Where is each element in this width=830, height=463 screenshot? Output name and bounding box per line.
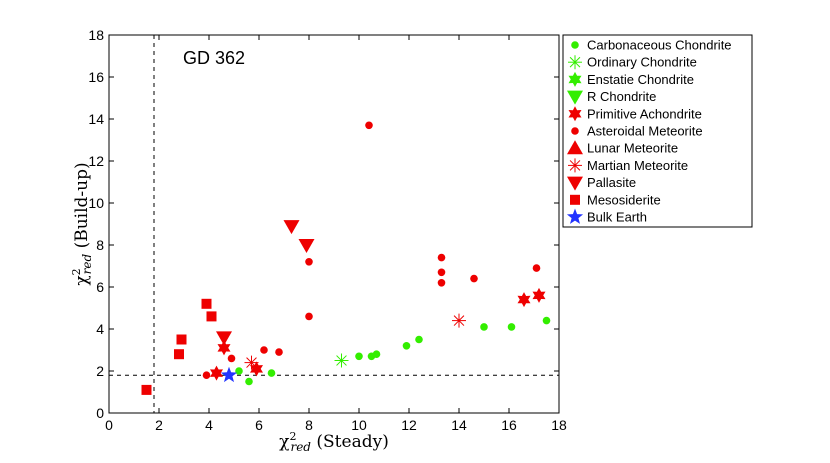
y-axis-symbol: χ <box>72 275 92 285</box>
asteroidal-meteorite-point <box>202 371 211 380</box>
legend-box <box>562 34 753 228</box>
x-tick-label: 0 <box>105 417 113 433</box>
plot-area: 0 2 4 6 8 10 12 14 16 18 0 2 4 6 8 10 12 14 16 18 GD 362 <box>88 27 567 433</box>
x-axis-symbol: χ <box>279 432 289 452</box>
carbonaceous-chondrite-point <box>402 342 411 350</box>
primitive-achondrite-point <box>210 365 223 381</box>
carbonaceous-chondrite-point <box>372 350 381 359</box>
legend-label-mesosiderite: Mesosiderite <box>587 192 661 207</box>
legend-label-martian-meteorite: Martian Meteorite <box>587 158 688 173</box>
carbonaceous-chondrite-point <box>415 335 423 344</box>
y-tick-label: 6 <box>96 279 104 295</box>
y-tick-label: 12 <box>88 153 104 169</box>
primitive-achondrite-point <box>517 292 531 308</box>
asteroidal-meteorite-point <box>437 268 446 277</box>
legend-label-bulk-earth: Bulk Earth <box>587 210 647 225</box>
asteroidal-meteorite-point <box>365 121 373 130</box>
legend-marker-lunar-meteorite <box>567 140 583 155</box>
legend-marker-r-chondrite <box>567 90 583 105</box>
mesosiderite-point <box>201 298 212 309</box>
mesosiderite-point <box>176 334 187 345</box>
y-tick-label: 8 <box>96 237 104 253</box>
asteroidal-meteorite-point <box>470 274 478 283</box>
pallasite-point <box>283 220 300 235</box>
y-tick-label: 18 <box>88 27 104 43</box>
legend-label-primitive-achondrite: Primitive Achondrite <box>587 106 702 121</box>
primitive-achondrite-point <box>250 361 263 377</box>
x-tick-label: 16 <box>501 417 517 433</box>
legend-marker-martian-meteorite <box>568 158 582 173</box>
carbonaceous-chondrite-point <box>542 316 551 325</box>
x-tick-label: 2 <box>155 417 163 433</box>
y-tick-label: 4 <box>96 321 104 337</box>
primitive-achondrite-point <box>217 340 231 356</box>
mesosiderite-point <box>141 384 152 395</box>
legend-label-lunar-meteorite: Lunar Meteorite <box>587 141 678 156</box>
asteroidal-meteorite-point <box>437 279 446 287</box>
carbonaceous-chondrite-point <box>235 367 243 375</box>
legend-label-ordinary-chondrite: Ordinary Chondrite <box>587 55 697 70</box>
pallasite-point <box>298 239 315 253</box>
axis-ticks: 0 2 4 6 8 10 12 14 16 18 0 2 4 6 8 10 12 14 16 18 <box>88 27 567 433</box>
carbonaceous-chondrite-point <box>355 352 363 361</box>
x-axis-superscript: 2 <box>289 430 296 443</box>
carbonaceous-chondrite-point <box>480 323 488 331</box>
mesosiderite-point <box>206 311 217 322</box>
x-axis-text: (Steady) <box>311 432 389 452</box>
legend: Carbonaceous Chondrite Ordinary Chondrite… <box>562 34 753 228</box>
legend-marker-pallasite <box>567 176 583 191</box>
x-tick-label: 8 <box>305 417 313 433</box>
legend-marker-mesosiderite <box>570 194 580 205</box>
primitive-achondrite-point <box>532 287 546 303</box>
asteroidal-meteorite-point <box>437 253 446 262</box>
reference-lines <box>109 35 559 413</box>
y-tick-label: 0 <box>96 405 104 421</box>
y-axis-subscript: red <box>80 253 94 274</box>
legend-marker-primitive-achondrite <box>568 106 582 122</box>
x-axis-label: χ2 red (Steady) <box>279 430 389 454</box>
x-tick-label: 12 <box>401 417 417 433</box>
legend-label-r-chondrite: R Chondrite <box>587 89 656 104</box>
legend-marker-ordinary-chondrite <box>568 55 582 70</box>
x-tick-label: 14 <box>451 417 467 433</box>
asteroidal-meteorite-point <box>260 346 268 354</box>
ordinary-chondrite-point <box>334 353 349 368</box>
bulk-earth-point <box>220 366 238 383</box>
legend-marker-bulk-earth <box>566 208 584 224</box>
legend-marker-carbonaceous-chondrite <box>571 41 579 49</box>
legend-label-pallasite: Pallasite <box>587 175 636 190</box>
x-axis-subscript: red <box>290 440 311 454</box>
legend-marker-enstatie-chondrite <box>568 71 582 87</box>
annotation-gd362: GD 362 <box>183 48 245 68</box>
legend-label-carbonaceous-chondrite: Carbonaceous Chondrite <box>587 38 732 53</box>
asteroidal-meteorite-point <box>275 348 283 356</box>
carbonaceous-chondrite-point <box>267 369 276 377</box>
asteroidal-meteorite-point <box>227 354 236 363</box>
x-tick-label: 4 <box>205 417 213 433</box>
carbonaceous-chondrite-point <box>245 377 253 386</box>
asteroidal-meteorite-point <box>532 264 541 272</box>
x-tick-label: 18 <box>551 417 567 433</box>
mesosiderite-point <box>174 349 184 360</box>
y-axis-superscript: 2 <box>70 268 83 275</box>
asteroidal-meteorite-point <box>305 312 313 321</box>
y-tick-label: 2 <box>96 363 104 379</box>
legend-marker-asteroidal-meteorite <box>571 127 579 135</box>
y-tick-label: 10 <box>88 195 104 211</box>
y-axis-text: (Build-up) <box>72 162 92 253</box>
data-points <box>141 121 551 395</box>
pallasite-point <box>216 331 232 346</box>
legend-label-enstatie-chondrite: Enstatie Chondrite <box>587 72 694 87</box>
y-tick-label: 14 <box>88 111 104 127</box>
martian-meteorite-point <box>244 355 259 370</box>
y-axis-label: χ2red (Build-up) <box>70 162 94 285</box>
martian-meteorite-point <box>452 313 466 328</box>
asteroidal-meteorite-point <box>305 258 313 266</box>
y-tick-label: 16 <box>88 69 104 85</box>
legend-label-asteroidal-meteorite: Asteroidal Meteorite <box>587 124 703 139</box>
x-tick-label: 6 <box>255 417 263 433</box>
carbonaceous-chondrite-point <box>507 323 516 331</box>
x-tick-label: 10 <box>351 417 367 433</box>
